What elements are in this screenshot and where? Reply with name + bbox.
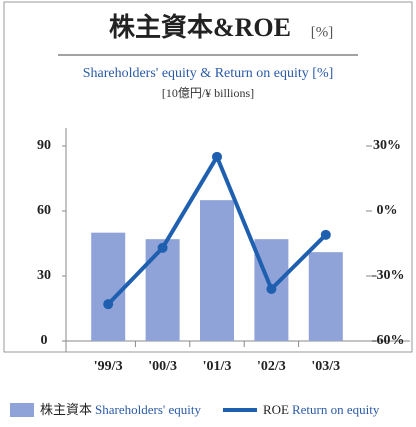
y-tick-label: 0 xyxy=(41,333,48,348)
line-point xyxy=(320,229,331,240)
legend-label-en: Return on equity xyxy=(292,402,380,417)
y2-tick-label: –30% xyxy=(369,268,405,283)
chart-frame xyxy=(3,1,413,353)
title-unit: [%] xyxy=(311,24,334,40)
line-point xyxy=(212,151,222,162)
bar xyxy=(91,232,126,341)
x-tick-label: '02/3 xyxy=(257,359,286,374)
legend-label-en: Shareholders' equity xyxy=(95,402,201,417)
legend-label: ROE xyxy=(263,402,289,417)
x-tick-label: '01/3 xyxy=(203,359,232,374)
y-tick-label: 30 xyxy=(37,268,51,283)
y2-tick-label: –60% xyxy=(369,333,405,348)
bar xyxy=(145,239,180,341)
y2-tick-label: 0% xyxy=(377,203,398,218)
y-tick-label: 60 xyxy=(37,203,51,218)
x-tick-label: '99/3 xyxy=(94,359,123,374)
legend-label: 株主資本 xyxy=(40,402,92,417)
bar xyxy=(308,252,343,341)
y-tick-label: 90 xyxy=(37,138,51,153)
x-tick-label: '03/3 xyxy=(311,359,340,374)
line-point xyxy=(266,284,277,294)
bar xyxy=(200,200,234,341)
chart-title: 株主資本&ROE xyxy=(109,13,291,42)
x-tick-label: '00/3 xyxy=(148,359,177,374)
y2-tick-label: 30% xyxy=(373,138,401,153)
line-point xyxy=(157,242,168,253)
chart-subtitle: Shareholders' equity & Return on equity … xyxy=(83,66,334,81)
line-point xyxy=(103,299,114,310)
legend-swatch xyxy=(10,403,34,417)
unit-label: [10億円/¥ billions] xyxy=(162,86,254,100)
